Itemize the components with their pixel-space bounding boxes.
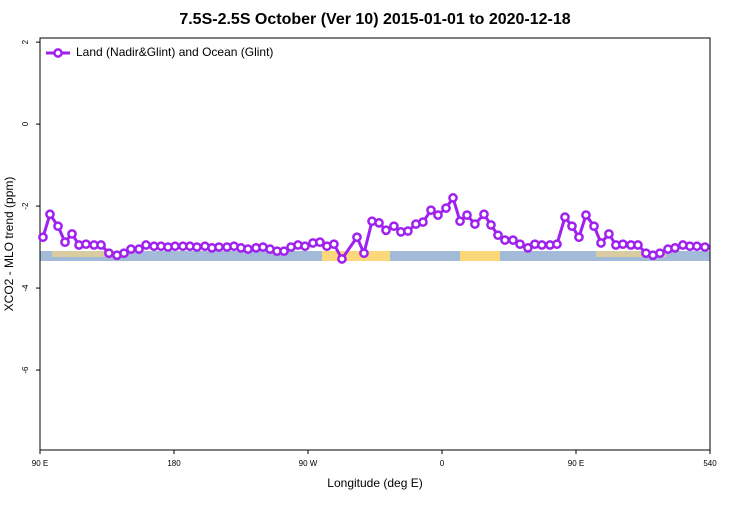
y-tick-label: -6 <box>21 366 30 374</box>
data-point <box>192 242 202 252</box>
data-point <box>104 248 114 259</box>
data-point <box>67 229 77 239</box>
x-tick-label: 90 W <box>299 459 318 468</box>
data-point <box>141 240 151 250</box>
data-point <box>352 232 362 243</box>
data-point <box>670 243 680 253</box>
data-point <box>170 241 180 252</box>
data-point <box>618 239 628 250</box>
data-point <box>455 216 465 227</box>
data-point <box>300 241 310 252</box>
data-point <box>581 210 591 220</box>
data-point <box>604 229 614 239</box>
data-point <box>523 243 533 253</box>
data-point <box>462 210 472 220</box>
data-point <box>81 239 91 250</box>
data-point <box>500 235 510 245</box>
data-point <box>441 203 451 213</box>
data-point <box>567 221 577 232</box>
data-point <box>470 219 480 229</box>
data-point <box>700 242 710 252</box>
data-point <box>119 248 129 259</box>
data-point <box>403 226 413 236</box>
data-point <box>486 220 496 230</box>
data-point <box>515 239 525 250</box>
data-point <box>381 225 391 236</box>
data-point <box>418 217 428 227</box>
data-point <box>537 240 547 250</box>
data-point <box>329 239 339 250</box>
data-point <box>633 240 643 250</box>
data-point <box>426 205 436 216</box>
data-point <box>243 244 253 254</box>
data-point <box>574 232 584 243</box>
data-point <box>493 230 503 241</box>
plot-frame <box>39 37 711 451</box>
y-tick-label: -2 <box>21 202 30 210</box>
x-tick-label: 540 <box>703 459 717 468</box>
data-point <box>374 218 384 228</box>
chart-title: 7.5S-2.5S October (Ver 10) 2015-01-01 to… <box>179 11 570 28</box>
data-point <box>337 254 347 264</box>
y-axis-label: XCO2 - MLO trend (ppm) <box>2 177 16 312</box>
data-point <box>560 212 570 222</box>
data-point <box>38 232 48 243</box>
x-axis-label: Longitude (deg E) <box>327 476 422 490</box>
data-point <box>53 221 63 232</box>
x-tick-label: 180 <box>167 459 181 468</box>
data-point <box>134 244 144 254</box>
data-point <box>96 240 106 250</box>
data-point <box>596 238 606 248</box>
data-point <box>692 241 702 252</box>
legend-label: Land (Nadir&Glint) and Ocean (Glint) <box>76 45 273 59</box>
data-point <box>389 221 399 232</box>
y-tick-label: 0 <box>21 121 30 126</box>
data-point <box>508 235 518 245</box>
data-point <box>279 246 289 257</box>
land-ocean-strip <box>40 251 710 261</box>
x-tick-label: 90 E <box>32 459 48 468</box>
data-point <box>60 237 70 248</box>
x-tick-label: 90 E <box>568 459 584 468</box>
data-point <box>45 209 55 220</box>
data-point <box>479 209 489 220</box>
data-point <box>214 242 224 252</box>
x-tick-label: 0 <box>440 459 445 468</box>
data-point <box>126 244 136 254</box>
y-tick-label: 2 <box>21 39 30 44</box>
data-point <box>448 193 458 203</box>
data-point <box>655 248 665 259</box>
data-point <box>315 237 325 248</box>
data-point <box>359 248 369 259</box>
data-point <box>433 210 443 220</box>
y-tick-label: -4 <box>21 284 30 292</box>
data-point <box>552 239 562 250</box>
data-point <box>589 221 599 232</box>
legend-marker <box>53 48 63 58</box>
